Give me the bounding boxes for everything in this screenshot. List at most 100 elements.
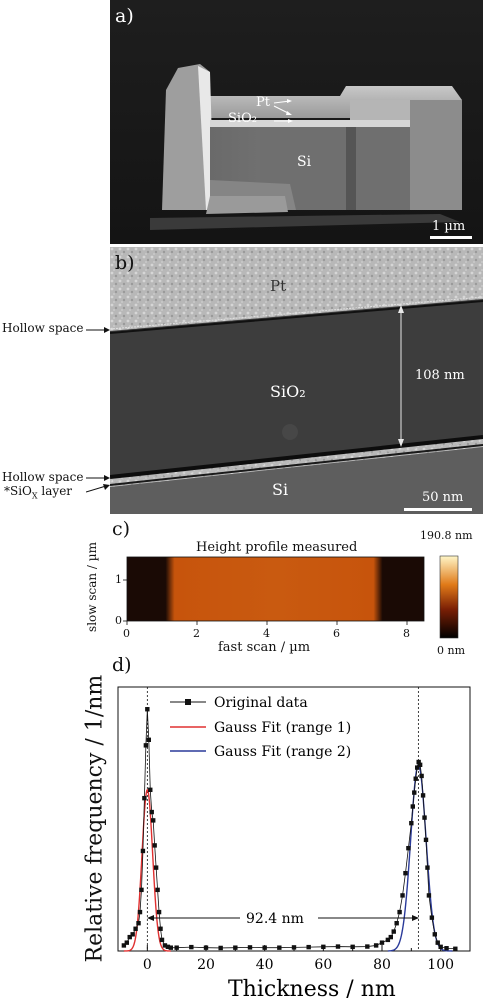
data-point	[429, 915, 435, 920]
data-point	[140, 848, 146, 854]
data-point	[189, 944, 194, 950]
data-point	[146, 737, 151, 742]
data-point	[391, 929, 396, 934]
legend-label-fit2: Gauss Fit (range 2)	[214, 744, 351, 760]
label-sio2-a: SiO₂	[228, 111, 257, 126]
data-point	[423, 837, 429, 843]
data-point	[438, 944, 443, 950]
data-point	[139, 887, 144, 893]
data-point	[444, 946, 449, 951]
data-point	[453, 946, 458, 951]
panel-label-b: b)	[115, 252, 135, 274]
data-point	[435, 940, 440, 945]
data-point	[335, 944, 341, 949]
data-point	[373, 943, 379, 948]
label-pt-a: Pt	[256, 95, 270, 110]
data-point	[403, 870, 408, 876]
data-point	[165, 944, 171, 950]
data-point	[143, 743, 149, 748]
data-point	[218, 945, 223, 951]
annotation-siox-sub: X	[31, 491, 38, 501]
scalebar-label-b: 50 nm	[422, 490, 464, 505]
separation-arrow: 92.4 nm	[147, 911, 419, 927]
legend: Original data Gauss Fit (range 1) Gauss …	[170, 695, 351, 760]
gauss-fit-1-line	[123, 788, 171, 952]
data-point	[413, 776, 418, 781]
dimension-label-b: 108 nm	[415, 368, 465, 383]
panel-label-d: d)	[112, 654, 132, 676]
data-point	[385, 937, 391, 943]
data-point	[130, 932, 135, 937]
afm-xtick-2: 2	[193, 627, 200, 640]
data-point	[400, 893, 405, 898]
legend-label-data: Original data	[214, 695, 308, 711]
annotation-layer-text: layer	[37, 484, 73, 498]
pointer-arrows-a	[273, 99, 293, 123]
data-point	[388, 934, 393, 940]
data-point	[142, 795, 147, 801]
scalebar-b	[404, 508, 472, 511]
afm-map	[123, 556, 425, 625]
afm-ytick-0: 0	[115, 614, 122, 627]
data-point	[394, 921, 399, 926]
data-point	[233, 945, 238, 950]
afm-xtick-8: 8	[403, 627, 410, 640]
data-point	[426, 893, 432, 898]
afm-xtick-6: 6	[333, 627, 340, 640]
chart-d: 0 20 40 60 80 100 Original data Gauss Fit (ra…	[117, 686, 471, 1001]
data-point	[415, 765, 420, 770]
data-point	[133, 926, 138, 931]
data-point	[121, 943, 127, 948]
data-point	[159, 937, 165, 943]
afm-ylabel: slow scan / µm	[85, 542, 99, 632]
data-point	[174, 945, 179, 950]
afm-xtick-4: 4	[263, 627, 270, 640]
data-point	[127, 934, 132, 940]
panel-label-a: a)	[115, 5, 134, 27]
data-point	[321, 944, 326, 950]
data-point	[151, 818, 156, 823]
scalebar-label-a: 1 µm	[432, 219, 466, 234]
annotation-siox-text: *SiO	[4, 484, 32, 498]
data-point	[397, 909, 402, 915]
annotation-arrows-b	[86, 327, 110, 493]
data-point	[432, 932, 437, 937]
afm-xlabel: fast scan / µm	[218, 640, 311, 655]
data-point	[425, 865, 430, 870]
data-point	[158, 926, 163, 931]
data-point	[247, 945, 253, 950]
afm-xtick-0: 0	[123, 627, 130, 640]
annotation-hollow-space-bottom: Hollow space	[2, 470, 84, 484]
data-point	[148, 787, 153, 793]
afm-image	[127, 557, 424, 621]
data-point	[419, 773, 424, 779]
label-si-b: Si	[272, 480, 289, 499]
data-point	[162, 943, 168, 948]
afm-colorbar	[439, 555, 459, 639]
chart-xlabel: Thickness / nm	[228, 977, 396, 1001]
afm-ytick-1: 1	[115, 573, 122, 586]
data-point	[277, 945, 282, 950]
label-sio2-b: SiO₂	[270, 382, 306, 401]
scalebar-a	[430, 236, 472, 239]
panel-label-c: c)	[112, 518, 131, 540]
data-point	[409, 820, 414, 826]
data-point	[365, 944, 370, 949]
data-point	[350, 944, 355, 950]
data-point	[152, 843, 157, 848]
data-point	[149, 809, 154, 815]
data-point	[417, 762, 423, 768]
x-tick-label: 20	[197, 957, 215, 973]
data-point	[145, 707, 150, 712]
gauss-fit-2-line	[387, 763, 453, 952]
x-tick-label: 40	[256, 957, 274, 973]
data-point	[420, 793, 426, 798]
data-point	[124, 940, 129, 945]
x-tick-label: 80	[373, 957, 391, 973]
x-tick-label: 0	[143, 957, 152, 973]
data-point	[422, 815, 427, 820]
tem-image-b	[110, 247, 483, 514]
data-point	[168, 945, 173, 950]
data-point	[137, 909, 143, 915]
legend-label-fit1: Gauss Fit (range 1)	[214, 720, 351, 736]
